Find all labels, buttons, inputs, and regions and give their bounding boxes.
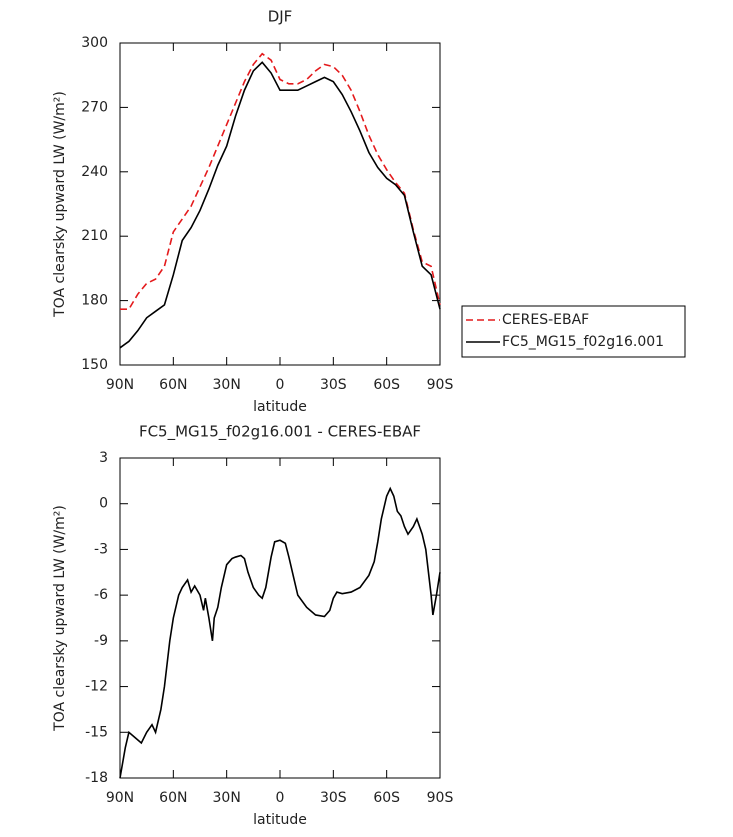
plot-frame <box>119 42 441 366</box>
y-tick-label: -9 <box>94 633 108 649</box>
data-line <box>119 61 441 349</box>
legend-label: CERES-EBAF <box>502 312 589 328</box>
y-tick-label: -3 <box>94 541 108 557</box>
x-tick-label: 60N <box>159 790 187 806</box>
y-tick-label: -12 <box>85 679 108 695</box>
y-tick-label: 270 <box>81 99 108 115</box>
data-line <box>119 486 441 779</box>
x-tick-label: 60S <box>373 790 400 806</box>
y-tick-label: 150 <box>81 357 108 373</box>
y-tick-label: 300 <box>81 35 108 51</box>
x-tick-label: 90S <box>427 377 454 393</box>
chart-title: DJF <box>268 8 293 26</box>
y-tick-label: 180 <box>81 293 108 309</box>
y-tick-label: 3 <box>99 450 108 466</box>
y-tick-label: 0 <box>99 496 108 512</box>
x-axis-label: latitude <box>253 399 307 415</box>
x-tick-label: 0 <box>276 790 285 806</box>
data-line <box>120 52 441 310</box>
x-tick-label: 30S <box>320 790 347 806</box>
x-tick-label: 60N <box>159 377 187 393</box>
plot-frame <box>119 457 441 779</box>
y-tick-label: -6 <box>94 587 108 603</box>
legend-box <box>461 305 686 358</box>
x-tick-label: 90N <box>106 377 134 393</box>
x-tick-label: 30N <box>213 377 241 393</box>
legend-label: FC5_MG15_f02g16.001 <box>502 334 664 350</box>
x-tick-label: 60S <box>373 377 400 393</box>
x-tick-label: 90S <box>427 790 454 806</box>
y-tick-label: -18 <box>85 770 108 786</box>
x-tick-label: 30N <box>213 790 241 806</box>
y-tick-label: 240 <box>81 164 108 180</box>
y-axis-label: TOA clearsky upward LW (W/m²) <box>52 91 68 318</box>
y-tick-label: 210 <box>81 228 108 244</box>
x-tick-label: 0 <box>276 377 285 393</box>
chart-title: FC5_MG15_f02g16.001 - CERES-EBAF <box>139 423 421 442</box>
y-axis-label: TOA clearsky upward LW (W/m²) <box>52 505 68 732</box>
x-axis-label: latitude <box>253 812 307 828</box>
y-tick-label: -15 <box>85 724 108 740</box>
x-tick-label: 30S <box>320 377 347 393</box>
x-tick-label: 90N <box>106 790 134 806</box>
